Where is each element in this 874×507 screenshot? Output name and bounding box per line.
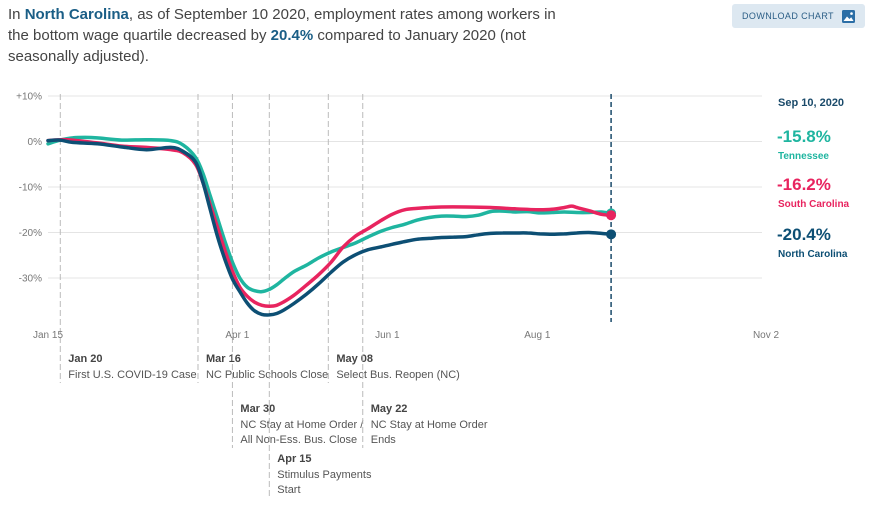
event-date: Mar 16 (206, 353, 241, 365)
x-tick-label: Jan 15 (33, 330, 63, 341)
event-label: Start (277, 484, 300, 496)
event-date: Mar 30 (240, 403, 275, 415)
end-value-tennessee: -15.8% (777, 127, 831, 146)
headline-state: North Carolina (24, 6, 129, 23)
event-date: May 08 (336, 353, 373, 365)
download-chart-button[interactable]: DOWNLOAD CHART (732, 4, 865, 28)
y-tick-label: -10% (19, 183, 42, 194)
end-point-south-carolina (606, 210, 617, 221)
end-date-label: Sep 10, 2020 (778, 97, 844, 109)
event-label: NC Stay at Home Order (371, 419, 488, 431)
headline-intro: In (8, 6, 25, 23)
end-value-north-carolina: -20.4% (777, 225, 831, 244)
y-tick-label: 0% (28, 137, 43, 148)
legend-label-north-carolina: North Carolina (778, 249, 848, 260)
event-label: Ends (371, 434, 397, 446)
x-tick-label: Aug 1 (524, 330, 551, 341)
legend-label-south-carolina: South Carolina (778, 199, 850, 210)
x-tick-label: Apr 1 (225, 330, 249, 341)
series-line-south-carolina (46, 137, 613, 308)
event-label: All Non-Ess. Bus. Close (240, 434, 357, 446)
series-line-north-carolina (46, 138, 613, 317)
event-label: Stimulus Payments (277, 469, 372, 481)
legend-label-tennessee: Tennessee (778, 151, 829, 162)
image-icon (841, 9, 855, 23)
event-date: Jan 20 (68, 353, 102, 365)
event-label: NC Public Schools Close (206, 369, 328, 381)
download-chart-label: DOWNLOAD CHART (742, 11, 834, 21)
event-date: May 22 (371, 403, 408, 415)
event-label: Select Bus. Reopen (NC) (336, 369, 460, 381)
end-value-south-carolina: -16.2% (777, 175, 831, 194)
headline-change: 20.4% (270, 27, 314, 44)
headline-outro: compared to January 2020 (not seasonally… (8, 27, 526, 65)
event-label: NC Stay at Home Order / (240, 419, 364, 431)
headline-middle: , as of September 10 2020, employment ra… (8, 6, 556, 44)
x-tick-label: Nov 2 (753, 330, 780, 341)
event-date: Apr 15 (277, 453, 311, 465)
y-tick-label: -30% (19, 274, 42, 285)
event-label: First U.S. COVID-19 Case (68, 369, 196, 381)
chart-headline: In North Carolina, as of September 10 20… (8, 4, 568, 67)
x-tick-label: Jun 1 (375, 330, 400, 341)
series-line-tennessee (46, 135, 613, 294)
y-tick-label: -20% (19, 228, 42, 239)
end-point-north-carolina (606, 229, 617, 240)
y-tick-label: +10% (16, 92, 42, 103)
